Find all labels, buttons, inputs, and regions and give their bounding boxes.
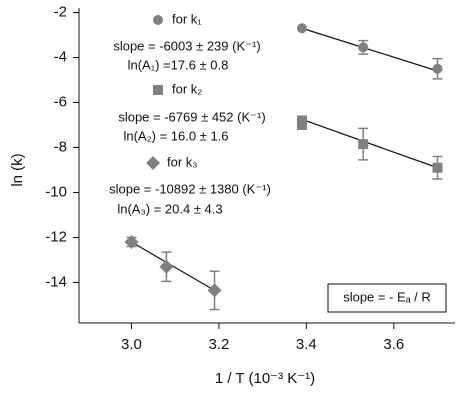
marker <box>207 283 222 298</box>
marker <box>124 235 139 249</box>
x-tick-label: 3.0 <box>121 336 142 353</box>
marker <box>358 139 369 150</box>
legend-marker <box>153 85 163 95</box>
fit-line <box>131 241 215 291</box>
annotation: ln(A₁) =17.6 ± 0.8 <box>128 57 229 72</box>
y-tick-label: -4 <box>54 48 67 65</box>
fit-line <box>301 27 438 72</box>
y-tick-label: -6 <box>54 93 67 110</box>
marker <box>296 23 307 34</box>
annotation: slope = -6769 ± 452 (K⁻¹) <box>118 109 265 124</box>
legend-label: for k₁ <box>172 11 202 26</box>
y-tick-label: -10 <box>45 183 67 200</box>
marker <box>432 162 443 173</box>
annotation: ln(A₃) = 20.4 ± 4.3 <box>117 201 222 216</box>
x-tick-label: 3.2 <box>208 336 229 353</box>
x-tick-label: 3.6 <box>383 336 404 353</box>
marker <box>159 259 174 274</box>
legend-label: for k₃ <box>167 154 198 169</box>
marker <box>358 42 369 53</box>
y-axis-label: ln (k) <box>9 153 26 186</box>
y-tick-label: -12 <box>45 228 67 245</box>
y-tick-label: -8 <box>54 138 67 155</box>
marker <box>432 63 443 74</box>
annotation: slope = - Eₐ / R <box>343 289 431 304</box>
legend-marker <box>146 156 160 170</box>
annotation: ln(A₂) = 16.0 ± 1.6 <box>123 128 228 143</box>
y-tick-label: -2 <box>54 3 67 20</box>
fit-line <box>301 118 438 169</box>
annotation: slope = -10892 ± 1380 (K⁻¹) <box>109 181 271 196</box>
x-tick-label: 3.4 <box>296 336 317 353</box>
marker <box>296 120 307 130</box>
x-axis-label: 1 / T (10⁻³ K⁻¹) <box>215 370 315 387</box>
y-tick-label: -14 <box>45 273 67 290</box>
legend-label: for k₂ <box>172 81 202 96</box>
annotation: slope = -6003 ± 239 (K⁻¹) <box>113 38 260 53</box>
legend-marker <box>153 15 163 25</box>
annotation-box <box>327 283 447 313</box>
